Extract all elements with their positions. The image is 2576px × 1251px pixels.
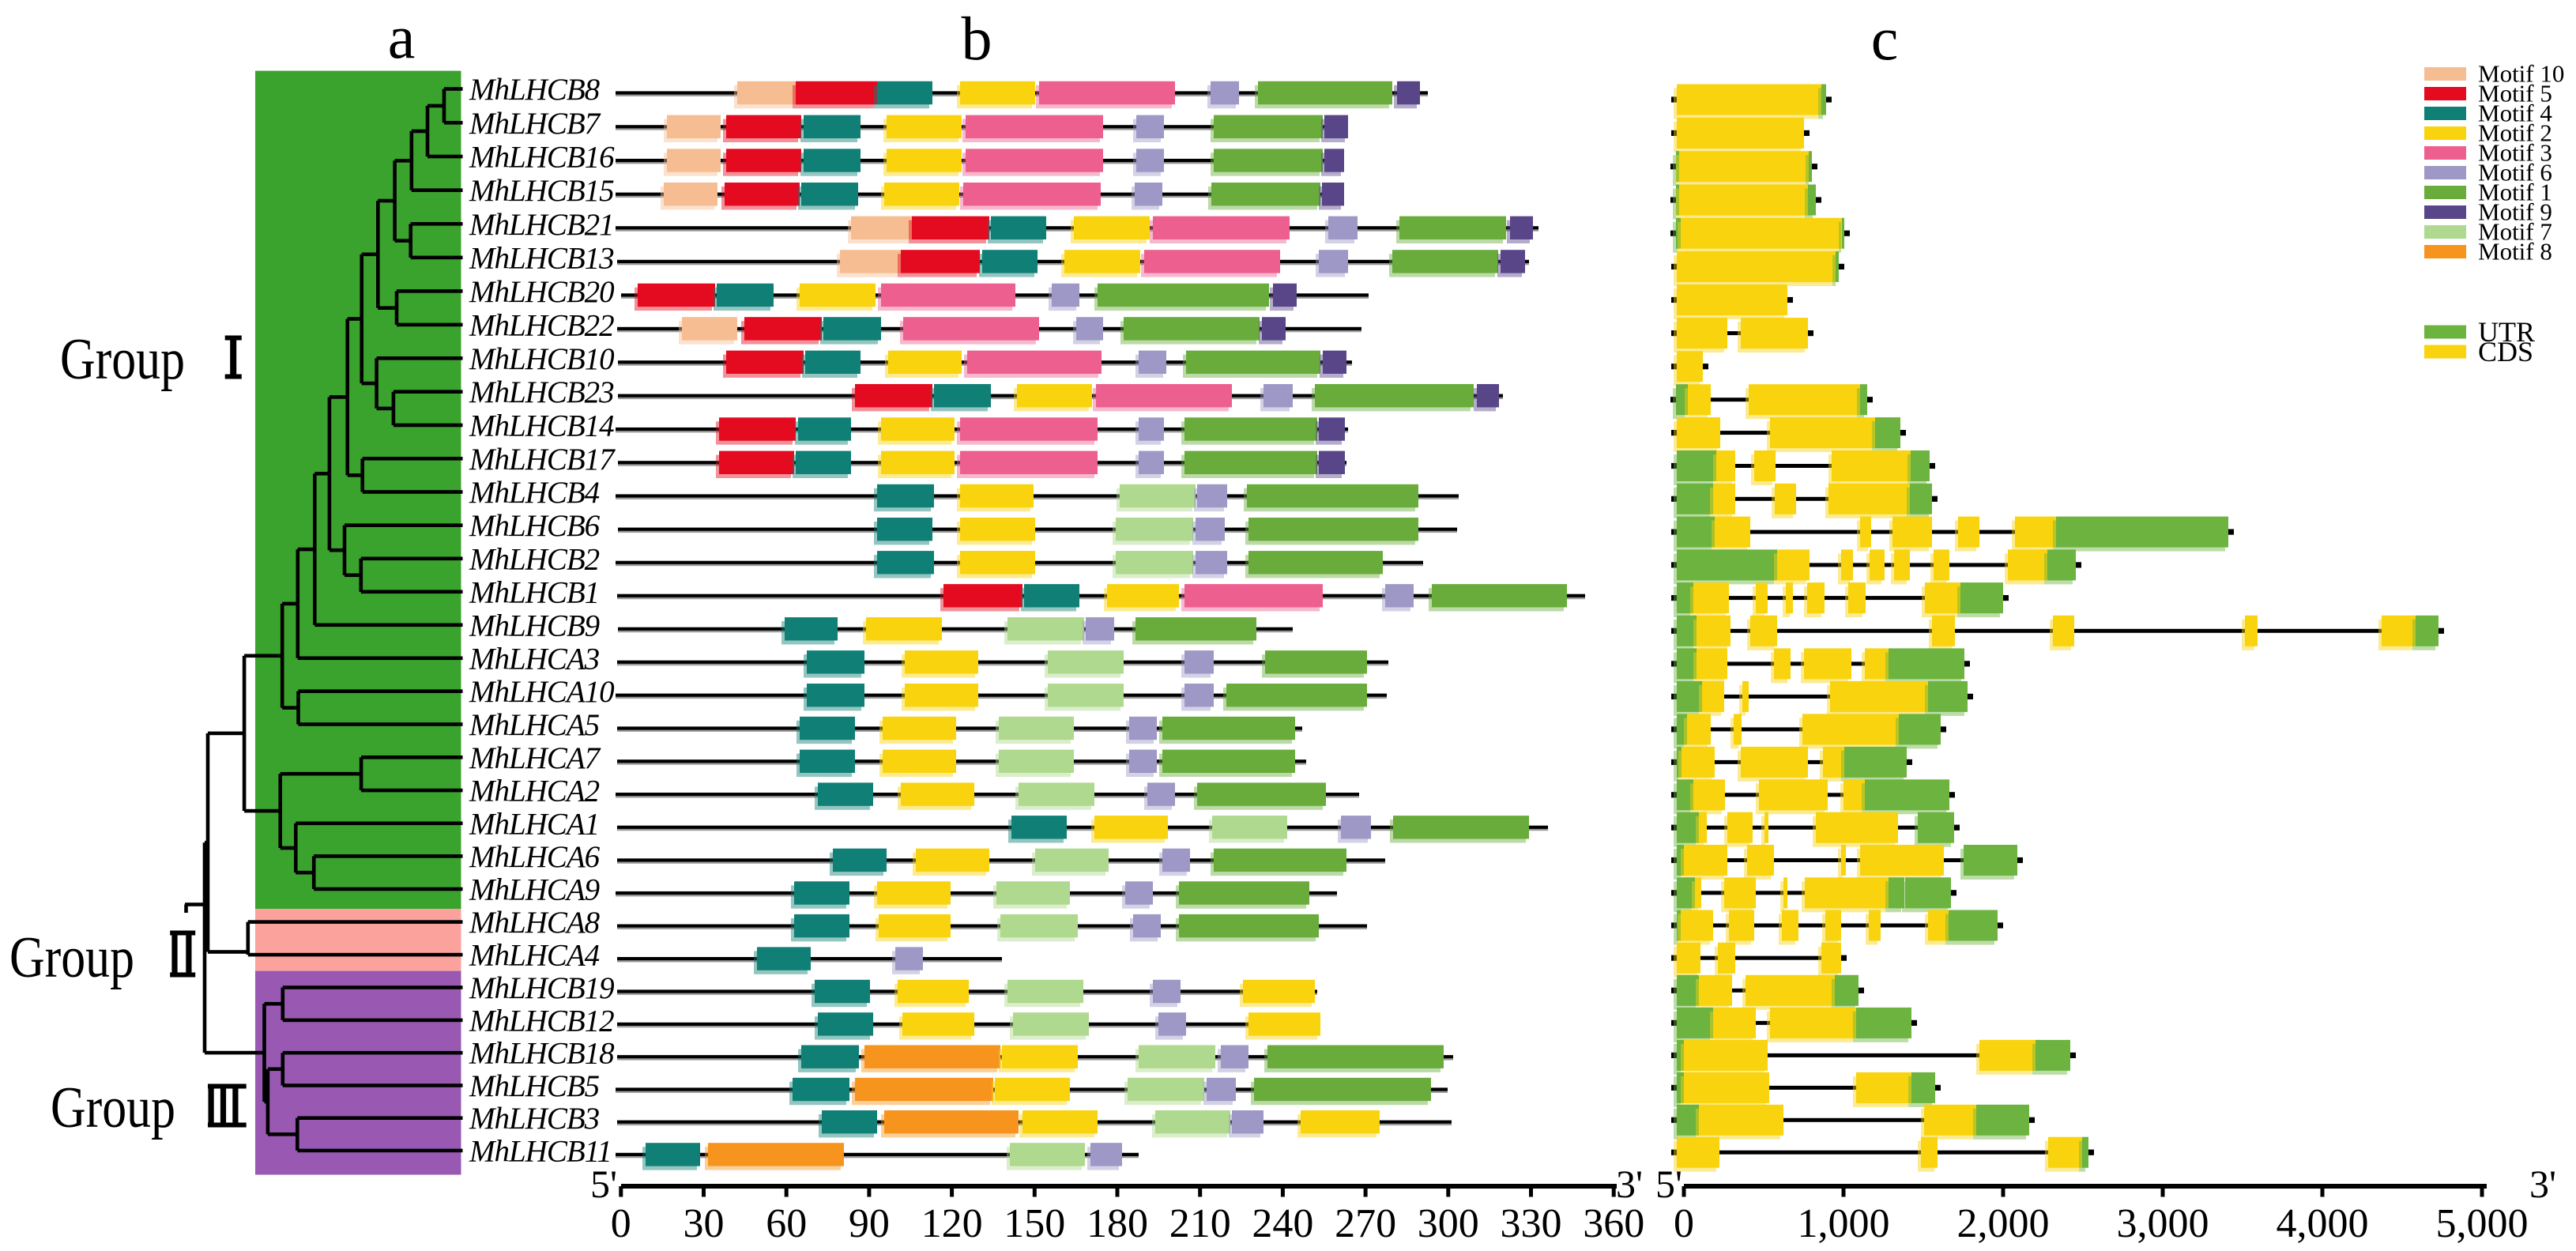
svg-text:Motif 5: Motif 5 (2478, 80, 2552, 107)
svg-text:2,000: 2,000 (1957, 1201, 2050, 1246)
svg-text:MhLHCB21: MhLHCB21 (469, 208, 614, 242)
svg-text:MhLHCA9: MhLHCA9 (469, 873, 600, 907)
svg-text:MhLHCB8: MhLHCB8 (469, 73, 601, 107)
svg-text:MhLHCB22: MhLHCB22 (469, 308, 614, 342)
svg-text:60: 60 (766, 1201, 807, 1246)
svg-text:MhLHCB7: MhLHCB7 (469, 107, 601, 141)
svg-text:MhLHCA3: MhLHCA3 (469, 642, 600, 676)
svg-text:Group: Group (9, 925, 134, 990)
svg-text:CDS: CDS (2478, 336, 2533, 367)
svg-text:120: 120 (921, 1201, 983, 1246)
svg-text:Motif 7: Motif 7 (2478, 218, 2552, 246)
svg-text:300: 300 (1418, 1201, 1479, 1246)
svg-text:3,000: 3,000 (2117, 1201, 2209, 1246)
svg-text:MhLHCA7: MhLHCA7 (469, 741, 601, 775)
svg-text:Motif 1: Motif 1 (2478, 179, 2552, 206)
svg-text:MhLHCA6: MhLHCA6 (469, 840, 601, 874)
svg-text:0: 0 (1674, 1201, 1694, 1246)
svg-text:Motif 8: Motif 8 (2478, 238, 2552, 266)
svg-text:Motif 6: Motif 6 (2478, 159, 2552, 187)
svg-text:270: 270 (1335, 1201, 1396, 1246)
svg-text:MhLHCB17: MhLHCB17 (469, 443, 616, 477)
svg-text:5': 5' (1655, 1162, 1682, 1206)
svg-text:MhLHCB16: MhLHCB16 (469, 141, 615, 175)
svg-text:MhLHCB2: MhLHCB2 (469, 542, 600, 576)
svg-text:c: c (1871, 4, 1899, 73)
svg-text:5,000: 5,000 (2436, 1201, 2529, 1246)
svg-text:MhLHCB4: MhLHCB4 (469, 476, 600, 510)
svg-text:MhLHCA10: MhLHCA10 (469, 675, 614, 709)
svg-text:MhLHCB3: MhLHCB3 (469, 1102, 600, 1136)
svg-text:Group: Group (60, 327, 185, 392)
svg-text:MhLHCB14: MhLHCB14 (469, 409, 614, 443)
svg-text:Motif 3: Motif 3 (2478, 139, 2552, 167)
svg-text:MhLHCB19: MhLHCB19 (469, 971, 614, 1005)
svg-text:MhLHCA5: MhLHCA5 (469, 708, 600, 742)
svg-text:b: b (962, 4, 992, 73)
svg-text:MhLHCB6: MhLHCB6 (469, 509, 601, 543)
svg-text:90: 90 (849, 1201, 890, 1246)
svg-text:210: 210 (1169, 1201, 1231, 1246)
svg-text:MhLHCB15: MhLHCB15 (469, 174, 614, 208)
svg-text:MhLHCB11: MhLHCB11 (469, 1134, 612, 1168)
svg-text:MhLHCB13: MhLHCB13 (469, 241, 614, 275)
svg-text:MhLHCB9: MhLHCB9 (469, 609, 600, 642)
svg-text:4,000: 4,000 (2277, 1201, 2369, 1246)
svg-text:Motif 2: Motif 2 (2478, 119, 2552, 147)
svg-text:5': 5' (590, 1162, 617, 1206)
svg-text:UTR: UTR (2478, 316, 2535, 348)
svg-text:330: 330 (1501, 1201, 1562, 1246)
svg-text:MhLHCA1: MhLHCA1 (469, 807, 599, 841)
svg-text:MhLHCB23: MhLHCB23 (469, 375, 614, 409)
svg-text:360: 360 (1583, 1201, 1644, 1246)
svg-text:180: 180 (1087, 1201, 1148, 1246)
svg-text:240: 240 (1252, 1201, 1313, 1246)
svg-text:MhLHCB20: MhLHCB20 (469, 275, 614, 309)
svg-text:MhLHCB5: MhLHCB5 (469, 1069, 600, 1103)
svg-text:Motif 4: Motif 4 (2478, 100, 2552, 127)
svg-text:MhLHCB10: MhLHCB10 (469, 342, 614, 376)
svg-text:MhLHCA8: MhLHCA8 (469, 906, 601, 940)
svg-text:Group: Group (51, 1076, 175, 1140)
svg-text:MhLHCA2: MhLHCA2 (469, 774, 600, 808)
svg-text:Motif 9: Motif 9 (2478, 198, 2552, 226)
svg-text:MhLHCB18: MhLHCB18 (469, 1037, 615, 1071)
svg-text:0: 0 (611, 1201, 631, 1246)
svg-text:MhLHCA4: MhLHCA4 (469, 939, 600, 973)
svg-text:MhLHCB12: MhLHCB12 (469, 1004, 614, 1038)
svg-text:3': 3' (2529, 1162, 2556, 1206)
svg-text:3': 3' (1616, 1162, 1643, 1206)
svg-text:MhLHCB1: MhLHCB1 (469, 575, 599, 609)
svg-text:1,000: 1,000 (1798, 1201, 1890, 1246)
svg-text:150: 150 (1004, 1201, 1065, 1246)
svg-text:Motif 10: Motif 10 (2478, 60, 2564, 88)
svg-text:30: 30 (684, 1201, 725, 1246)
svg-text:a: a (388, 2, 416, 71)
